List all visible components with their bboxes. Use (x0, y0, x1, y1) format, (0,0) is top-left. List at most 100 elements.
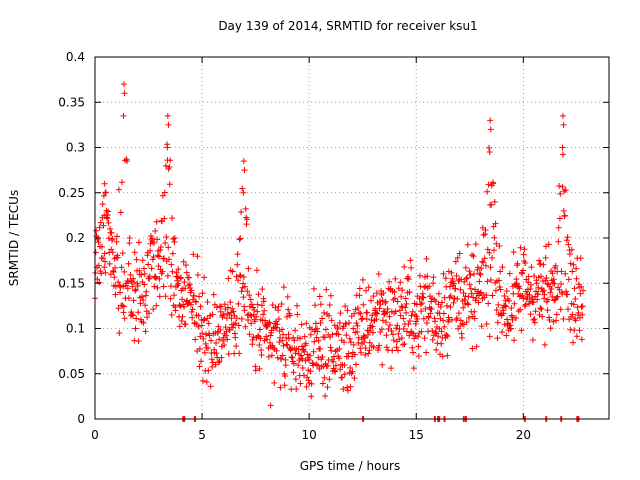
data-point (332, 368, 339, 375)
data-point (280, 284, 287, 291)
data-point (187, 301, 194, 308)
data-point (142, 302, 149, 309)
data-point (501, 293, 508, 300)
data-point (366, 327, 373, 334)
data-point (167, 283, 174, 290)
data-point (401, 340, 408, 347)
data-point (406, 289, 413, 296)
data-point (351, 351, 358, 358)
data-point (480, 259, 487, 266)
data-point (471, 315, 478, 322)
data-point (120, 309, 127, 316)
data-point (526, 292, 533, 299)
data-point (500, 310, 507, 317)
data-point (210, 291, 217, 298)
data-point (273, 347, 280, 354)
data-point (133, 256, 140, 263)
data-point (572, 317, 579, 324)
data-point (169, 250, 176, 257)
data-point (140, 319, 147, 326)
data-point (439, 353, 446, 360)
data-point (396, 307, 403, 314)
data-point (363, 287, 370, 294)
data-point (259, 286, 266, 293)
data-point (244, 288, 251, 295)
data-point (502, 303, 509, 310)
data-point (319, 380, 326, 387)
data-point (256, 365, 263, 372)
data-point (514, 260, 521, 267)
data-point (366, 347, 373, 354)
data-point (285, 306, 292, 313)
data-point (162, 240, 169, 247)
data-point (283, 313, 290, 320)
data-point (420, 294, 427, 301)
data-point (389, 331, 396, 338)
data-point (159, 192, 166, 199)
data-point (183, 269, 190, 276)
data-point (154, 236, 161, 243)
data-point (395, 285, 402, 292)
data-point (155, 263, 162, 270)
data-point (442, 275, 449, 282)
data-point (302, 357, 309, 364)
data-point (171, 292, 178, 299)
data-point (162, 293, 169, 300)
data-point (544, 307, 551, 314)
data-point (193, 299, 200, 306)
data-point (212, 361, 219, 368)
data-point (299, 365, 306, 372)
data-point (197, 333, 204, 340)
data-point (394, 322, 401, 329)
data-point (220, 311, 227, 318)
data-point (213, 304, 220, 311)
data-point (93, 227, 100, 234)
data-point (361, 335, 368, 342)
data-point (201, 316, 208, 323)
data-point (334, 325, 341, 332)
data-point (129, 283, 136, 290)
data-point (454, 254, 461, 261)
data-point (188, 287, 195, 294)
data-point (462, 264, 469, 271)
data-point (397, 312, 404, 319)
data-point (539, 313, 546, 320)
data-point (156, 275, 163, 282)
y-tick-label: 0.1 (66, 322, 85, 336)
data-point (534, 291, 541, 298)
data-point (390, 337, 397, 344)
data-point (395, 330, 402, 337)
data-point (257, 335, 264, 342)
data-point (447, 293, 454, 300)
data-point (246, 292, 253, 299)
data-point (376, 342, 383, 349)
data-point (382, 298, 389, 305)
data-point (550, 318, 557, 325)
data-point (156, 293, 163, 300)
data-point (496, 277, 503, 284)
data-point (216, 303, 223, 310)
data-point (117, 209, 124, 216)
data-point (288, 354, 295, 361)
data-point (566, 251, 573, 258)
data-point (406, 318, 413, 325)
data-point (497, 268, 504, 275)
data-point (201, 349, 208, 356)
data-point (313, 334, 320, 341)
data-point (141, 281, 148, 288)
data-point (452, 258, 459, 265)
data-point (121, 268, 128, 275)
data-point (571, 327, 578, 334)
data-point (169, 268, 176, 275)
data-point (119, 250, 126, 257)
data-point (290, 369, 297, 376)
data-point (182, 321, 189, 328)
data-point (420, 315, 427, 322)
data-point (502, 302, 509, 309)
data-point (417, 301, 424, 308)
data-point (258, 302, 265, 309)
data-point (394, 298, 401, 305)
data-point (241, 307, 248, 314)
data-point (181, 303, 188, 310)
data-point (359, 276, 366, 283)
